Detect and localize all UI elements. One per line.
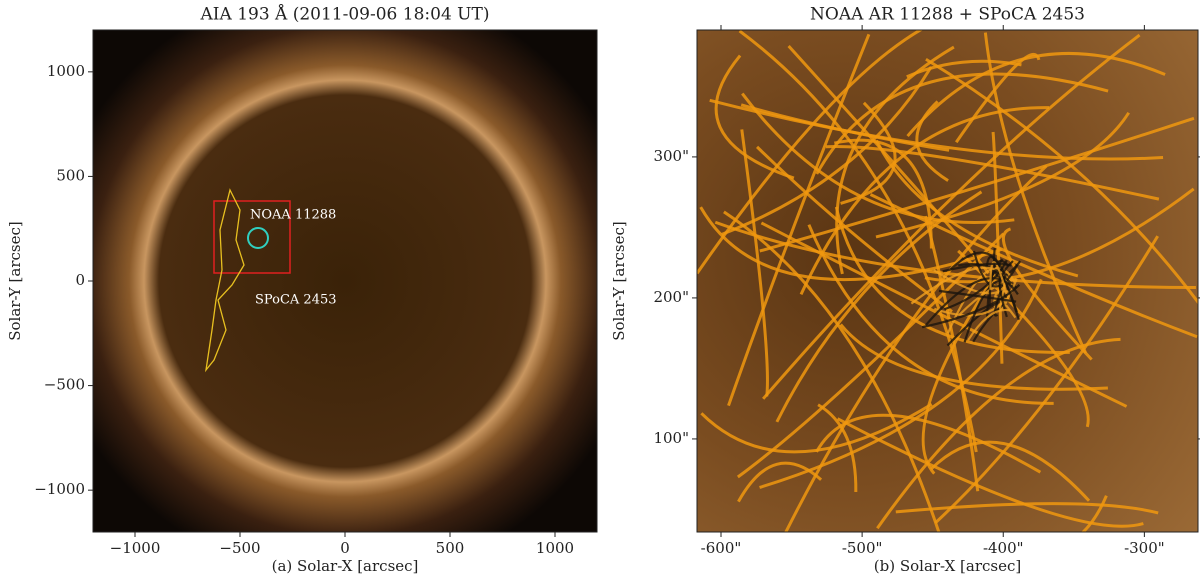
field-line xyxy=(906,51,1166,138)
field-line xyxy=(983,32,1088,354)
field-line xyxy=(756,145,953,313)
field-line xyxy=(825,145,1160,201)
x-tick-label: −500 xyxy=(219,539,260,557)
loop xyxy=(942,262,1012,273)
y-axis-label: Solar-Y [arcsec] xyxy=(6,221,24,341)
y-tick-label: 500 xyxy=(56,166,85,184)
loop xyxy=(989,261,1008,295)
field-line xyxy=(934,235,1159,524)
y-tick-label: −1000 xyxy=(34,480,85,498)
x-tick-label: 500 xyxy=(436,539,465,557)
field-line xyxy=(915,100,949,182)
loop xyxy=(938,289,1017,303)
field-line xyxy=(740,103,950,152)
loop xyxy=(933,290,1013,317)
axes-frame xyxy=(696,29,1199,533)
field-line xyxy=(817,403,858,493)
field-line xyxy=(714,54,795,180)
field-line xyxy=(839,323,1108,391)
spoca-contour xyxy=(204,188,245,373)
field-line xyxy=(759,116,1195,253)
field-line xyxy=(737,461,823,503)
loop xyxy=(998,275,1013,318)
field-line xyxy=(991,131,1004,364)
field-line xyxy=(740,129,769,397)
x-axis-label: (a) Solar-X [arcsec] xyxy=(272,557,419,575)
loop xyxy=(988,269,1018,313)
region-box xyxy=(213,200,291,274)
annotation: NOAA 11288 xyxy=(250,208,336,223)
loop xyxy=(944,259,1008,311)
x-tick-label: -500" xyxy=(842,539,883,557)
loop xyxy=(972,250,1019,288)
field-line xyxy=(1081,495,1108,532)
ar-circle xyxy=(247,227,269,249)
field-line xyxy=(760,221,1128,408)
field-line xyxy=(762,33,1141,400)
field-line xyxy=(815,413,1042,474)
x-tick-label: -300" xyxy=(1124,539,1165,557)
y-tick-label: 100" xyxy=(653,429,689,447)
field-line xyxy=(741,92,1015,224)
field-line xyxy=(736,232,1005,479)
x-tick-label: -600" xyxy=(701,539,742,557)
panel-b-image xyxy=(697,30,1198,532)
annotation: SPoCA 2453 xyxy=(255,293,337,308)
panel-a-image xyxy=(93,30,597,532)
x-axis-label: (b) Solar-X [arcsec] xyxy=(874,557,1021,575)
field-line xyxy=(714,220,1196,290)
x-tick-label: 1000 xyxy=(536,539,574,557)
loop xyxy=(921,284,1021,329)
field-line xyxy=(697,30,924,275)
field-line xyxy=(834,206,1070,354)
loop xyxy=(949,251,1007,279)
field-line xyxy=(925,57,1198,305)
loop xyxy=(967,308,1011,341)
field-line xyxy=(709,98,1164,161)
chart-title: AIA 193 Å (2011-09-06 18:04 UT) xyxy=(200,4,490,25)
y-tick-label: 300" xyxy=(653,147,689,165)
field-line xyxy=(876,337,1121,530)
chart-title: NOAA AR 11288 + SPoCA 2453 xyxy=(810,5,1085,25)
field-line xyxy=(895,502,1159,515)
field-line xyxy=(775,190,983,423)
field-line xyxy=(784,164,1048,532)
loop xyxy=(924,277,1019,326)
field-line xyxy=(921,263,1004,475)
field-line xyxy=(836,417,1144,528)
y-tick-label: 0 xyxy=(75,271,85,289)
field-line xyxy=(929,440,1091,502)
x-tick-label: -400" xyxy=(983,539,1024,557)
y-tick-label: −500 xyxy=(44,376,85,394)
x-tick-label: 0 xyxy=(340,539,350,557)
field-line xyxy=(924,215,980,492)
field-line xyxy=(815,72,1109,175)
field-line xyxy=(807,224,1054,405)
field-line xyxy=(721,66,933,236)
x-tick-label: −1000 xyxy=(110,539,161,557)
y-tick-label: 200" xyxy=(653,288,689,306)
y-tick-label: 1000 xyxy=(47,62,85,80)
y-axis-label: Solar-Y [arcsec] xyxy=(610,221,628,341)
